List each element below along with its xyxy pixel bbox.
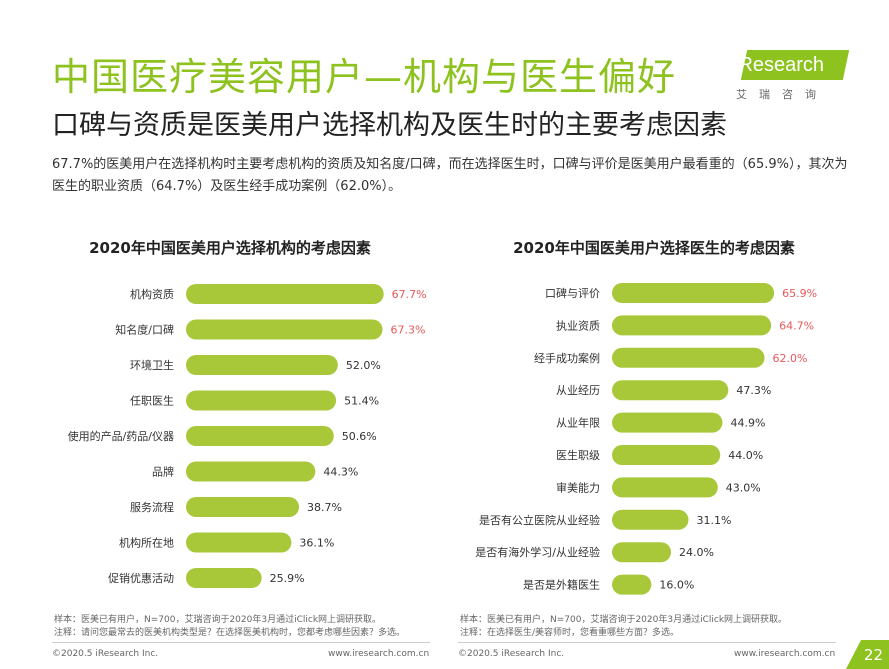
footer-url-right: www.iresearch.com.cn xyxy=(734,649,836,659)
bar xyxy=(186,390,337,411)
value-label: 50.6% xyxy=(342,430,377,443)
page-number: 22 xyxy=(863,646,883,664)
left-chart-title: 2020年中国医美用户选择机构的考虑因素 xyxy=(89,239,371,257)
category-label: 任职医生 xyxy=(130,394,174,408)
footer-copyright-left: ©2020.5 iResearch Inc. xyxy=(52,649,159,659)
logo-research: Research xyxy=(738,54,825,76)
bar xyxy=(186,426,334,446)
right-notes: 样本：医美已有用户，N=700，艾瑞咨询于2020年3月通过iClick网上调研… xyxy=(460,614,850,640)
bar xyxy=(612,542,672,563)
category-label: 从业年限 xyxy=(556,416,600,430)
category-label: 服务流程 xyxy=(130,500,174,514)
footer-rule-right xyxy=(458,642,836,643)
logo-i: i xyxy=(734,54,739,76)
value-label: 24.0% xyxy=(679,546,714,559)
bar xyxy=(186,497,300,517)
category-label: 执业资质 xyxy=(556,318,600,332)
left-question-note: 注释：请问您最常去的医美机构类型是？在选择医美机构时，您都考虑哪些因素？多选。 xyxy=(54,628,406,638)
value-label: 44.9% xyxy=(730,417,765,430)
category-label: 知名度/口碑 xyxy=(115,323,174,337)
value-label: 64.7% xyxy=(779,319,814,332)
bar xyxy=(612,347,765,368)
bar xyxy=(612,574,652,595)
logo-cn-text: 艾瑞咨询 xyxy=(736,88,828,101)
category-label: 环境卫生 xyxy=(130,358,174,372)
category-label: 是否有公立医院从业经验 xyxy=(479,513,600,527)
left-notes: 样本：医美已有用户，N=700，艾瑞咨询于2020年3月通过iClick网上调研… xyxy=(54,614,444,640)
category-label: 品牌 xyxy=(152,465,174,479)
value-label: 44.3% xyxy=(323,466,358,479)
category-label: 口碑与评价 xyxy=(545,287,600,300)
bar xyxy=(612,380,729,401)
right-bar-chart: 口碑与评价 65.9% 执业资质 64.7% 经手成功案例 62.0% 从业经历 47.3% 从… xyxy=(475,283,817,595)
left-sample-note: 样本：医美已有用户，N=700，艾瑞咨询于2020年3月通过iClick网上调研… xyxy=(54,615,382,625)
left-bar-chart: 机构资质 67.7% 知名度/口碑 67.3% 环境卫生 52.0% 任职医生 51.4% 使用… xyxy=(68,284,427,588)
category-label: 是否有海外学习/从业经验 xyxy=(475,545,600,559)
category-label: 医生职级 xyxy=(556,448,600,462)
value-label: 16.0% xyxy=(659,579,694,592)
value-label: 65.9% xyxy=(782,287,817,300)
page-number-badge: 22 xyxy=(846,640,889,669)
value-label: 67.3% xyxy=(391,324,426,337)
value-label: 43.0% xyxy=(726,481,761,494)
logo-brand-text: iResearch xyxy=(734,54,824,77)
bar xyxy=(612,412,723,433)
summary-text: 67.7%的医美用户在选择机构时主要考虑机构的资质及知名度/口碑，而在选择医生时… xyxy=(52,157,848,194)
bar xyxy=(612,509,689,530)
category-label: 机构资质 xyxy=(130,287,174,301)
page-title: 中国医疗美容用户—机构与医生偏好 xyxy=(52,55,677,99)
bar xyxy=(612,283,775,303)
category-label: 机构所在地 xyxy=(119,536,174,550)
value-label: 51.4% xyxy=(344,395,379,408)
bar xyxy=(612,445,721,465)
iresearch-logo: iResearch 艾瑞咨询 xyxy=(734,46,854,106)
right-chart-title: 2020年中国医美用户选择医生的考虑因素 xyxy=(513,239,795,257)
bar xyxy=(186,284,384,304)
value-label: 47.3% xyxy=(736,384,771,397)
bar xyxy=(186,568,262,588)
category-label: 使用的产品/药品/仪器 xyxy=(68,429,174,443)
category-label: 从业经历 xyxy=(556,384,600,397)
right-question-note: 注释：在选择医生/美容师时，您看重哪些方面？多选。 xyxy=(460,628,680,638)
value-label: 44.0% xyxy=(728,449,763,462)
footer-copyright-right: ©2020.5 iResearch Inc. xyxy=(458,649,565,659)
value-label: 52.0% xyxy=(346,359,381,372)
right-sample-note: 样本：医美已有用户，N=700，艾瑞咨询于2020年3月通过iClick网上调研… xyxy=(460,615,788,625)
bar xyxy=(186,319,383,340)
bar xyxy=(186,461,316,482)
bar xyxy=(186,532,292,553)
category-label: 审美能力 xyxy=(556,480,600,494)
bar xyxy=(612,477,718,498)
value-label: 62.0% xyxy=(773,352,808,365)
value-label: 38.7% xyxy=(307,501,342,514)
category-label: 是否是外籍医生 xyxy=(523,578,600,592)
category-label: 经手成功案例 xyxy=(534,351,600,365)
footer-rule-left xyxy=(52,642,430,643)
value-label: 31.1% xyxy=(697,514,732,527)
value-label: 67.7% xyxy=(392,288,427,301)
bar xyxy=(612,315,772,336)
page-subtitle: 口碑与资质是医美用户选择机构及医生时的主要考虑因素 xyxy=(52,110,727,141)
value-label: 36.1% xyxy=(299,537,334,550)
value-label: 25.9% xyxy=(270,572,305,585)
footer-url-left: www.iresearch.com.cn xyxy=(328,649,430,659)
category-label: 促销优惠活动 xyxy=(108,571,174,585)
bar xyxy=(186,355,338,375)
